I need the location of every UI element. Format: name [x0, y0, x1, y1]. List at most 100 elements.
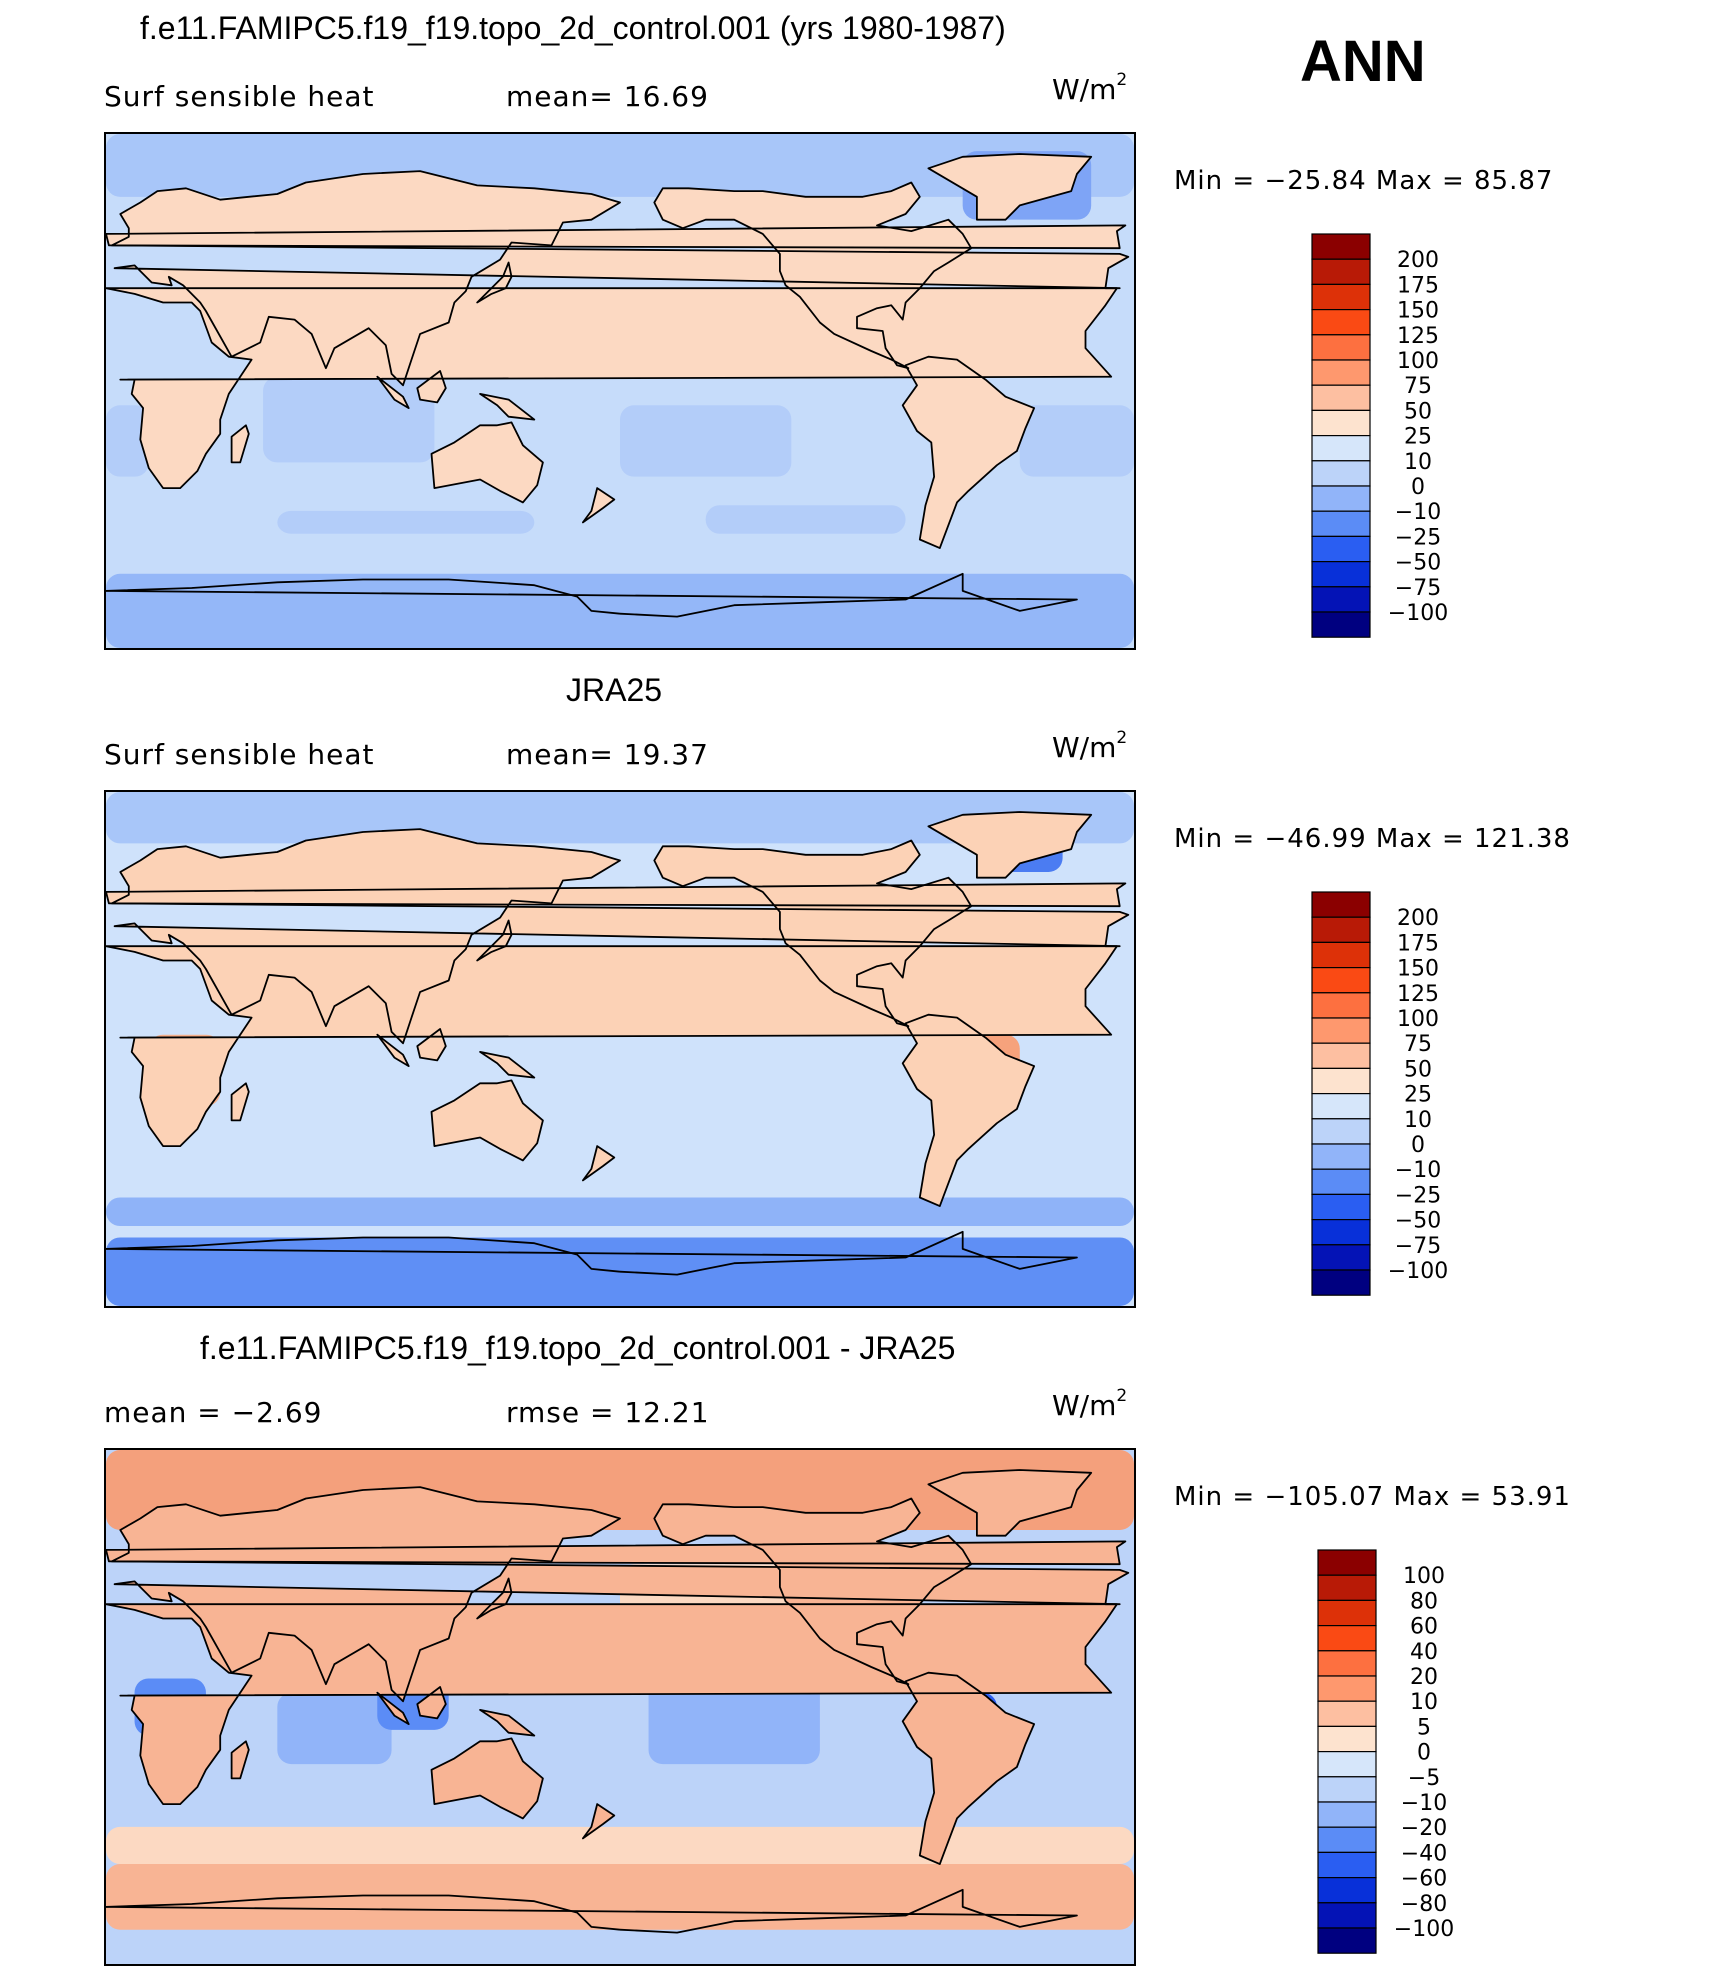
land-japan — [477, 920, 512, 961]
colorbar-tick-label: 80 — [1410, 1589, 1438, 1614]
colorbar-tick-label: 5 — [1417, 1715, 1431, 1740]
land-uk — [106, 225, 1126, 249]
colorbar-tick-label: 75 — [1404, 1032, 1432, 1057]
contour-region — [648, 1678, 820, 1765]
colorbar-swatch — [1317, 1776, 1377, 1803]
colorbar-tick-label: 50 — [1404, 1057, 1432, 1082]
colorbar-tick-label: −100 — [1388, 1259, 1448, 1284]
land-samerica — [902, 1014, 1035, 1207]
land-nz — [582, 1146, 615, 1181]
land-japan — [477, 1578, 512, 1619]
panel-3-units-text: W/m — [1052, 1389, 1117, 1422]
coastline-australia — [430, 1079, 544, 1162]
colorbar-swatch — [1311, 535, 1371, 563]
land-uk — [106, 1541, 1126, 1565]
coastline-eurasia — [110, 1486, 1130, 1703]
colorbar-swatch — [1311, 586, 1371, 613]
coastline-sumatra — [376, 375, 410, 410]
colorbar-swatch — [1317, 1826, 1377, 1854]
colorbar-swatch — [1311, 258, 1371, 286]
coastline-newguinea — [479, 1708, 536, 1737]
colorbar-swatch — [1311, 283, 1371, 311]
colorbar-tick-label: 75 — [1404, 374, 1432, 399]
colorbar-swatch — [1311, 1244, 1371, 1271]
coastline-namerica — [653, 839, 973, 1028]
colorbar-swatch — [1317, 1700, 1377, 1727]
colorbar-swatch — [1311, 460, 1371, 487]
colorbar-tick-label: −10 — [1401, 1791, 1447, 1816]
colorbar-swatch — [1311, 510, 1371, 538]
coastline-japan — [476, 261, 513, 304]
colorbar-swatch — [1311, 435, 1371, 462]
coastline-borneo — [416, 370, 447, 404]
colorbar-tick-label: 125 — [1397, 982, 1439, 1007]
colorbar-swatch — [1311, 966, 1371, 994]
coastline-uk — [106, 882, 1127, 908]
colorbar-swatch — [1311, 233, 1371, 260]
panel-2-variable-label: Surf sensible heat — [104, 738, 375, 771]
contour-region — [106, 1197, 1134, 1227]
land-sumatra — [377, 376, 409, 409]
panel-2-map-canvas — [106, 792, 1134, 1306]
land-madagascar — [231, 1083, 249, 1121]
colorbar-tick-label: 50 — [1404, 399, 1432, 424]
colorbar-tick-label: 150 — [1397, 957, 1439, 982]
colorbar-tick-label: −100 — [1394, 1917, 1454, 1942]
coastline-antarctica2 — [106, 572, 1078, 618]
coastline-antarctica — [106, 1236, 621, 1273]
contour-region — [620, 405, 792, 477]
coastline-antarctica — [106, 1894, 621, 1931]
colorbar-swatch — [1311, 1219, 1371, 1246]
panel-3-map-canvas — [106, 1450, 1134, 1964]
coastline-eurasia — [110, 170, 1130, 387]
colorbar-tick-label: 100 — [1397, 1007, 1439, 1032]
colorbar-swatch — [1317, 1851, 1377, 1879]
coastline-borneo — [416, 1028, 447, 1062]
colorbar-swatch — [1311, 992, 1371, 1019]
contour-region — [705, 505, 906, 534]
colorbar-swatch — [1311, 1143, 1371, 1170]
contour-region — [277, 1692, 392, 1765]
colorbar-swatch — [1311, 1017, 1371, 1044]
colorbar-tick-label: −75 — [1395, 576, 1441, 601]
coastline-uk — [106, 224, 1127, 250]
colorbar-swatch — [1311, 1093, 1371, 1120]
coastline-namerica — [653, 1497, 973, 1686]
panel-1-units-text: W/m — [1052, 73, 1117, 106]
panel-1-map-canvas — [106, 134, 1134, 648]
land-australia — [431, 422, 543, 503]
land-greenland — [928, 154, 1092, 220]
land-greenland — [928, 812, 1092, 878]
coastline-australia — [430, 421, 544, 504]
panel-3-units: W/m2 — [1052, 1386, 1127, 1422]
coastline-japan — [476, 1577, 513, 1620]
coastline-uk — [106, 1540, 1127, 1566]
land-newguinea — [480, 1051, 535, 1078]
coastline-antarctica2 — [106, 1888, 1078, 1934]
coastline-antarctica2 — [106, 1230, 1078, 1276]
colorbar-tick-label: −5 — [1408, 1766, 1440, 1791]
coastline-eurasia — [110, 828, 1130, 1045]
colorbar-swatch — [1311, 1067, 1371, 1095]
panel-2-units-text: W/m — [1052, 731, 1117, 764]
contour-region — [106, 792, 1134, 844]
colorbar-swatch — [1311, 384, 1371, 411]
colorbar-tick-label: 100 — [1403, 1564, 1445, 1589]
panel-3-colorbar: 100 80 60 40 20 10 5 0 −5 −10 −20 −40 −60 −80 −100 — [1316, 1548, 1466, 1960]
coastline-madagascar — [230, 1082, 250, 1122]
land-greenland — [928, 1470, 1092, 1536]
land-australia — [431, 1080, 543, 1161]
colorbar-swatch — [1311, 334, 1371, 361]
panel-3-minmax: Min = −105.07 Max = 53.91 — [1174, 1482, 1571, 1512]
colorbar-swatch — [1311, 1269, 1371, 1296]
coastline-africa — [106, 945, 1118, 1148]
contour-region — [1019, 405, 1134, 477]
coastline-madagascar — [230, 1740, 250, 1780]
colorbar-tick-label: 25 — [1404, 425, 1432, 450]
panel-2-minmax: Min = −46.99 Max = 121.38 — [1174, 824, 1571, 854]
colorbar-tick-label: 40 — [1410, 1640, 1438, 1665]
colorbar-swatch — [1317, 1549, 1377, 1576]
coastline-africa — [106, 1603, 1118, 1806]
colorbar-tick-label: −75 — [1395, 1234, 1441, 1259]
land-newguinea — [480, 393, 535, 420]
